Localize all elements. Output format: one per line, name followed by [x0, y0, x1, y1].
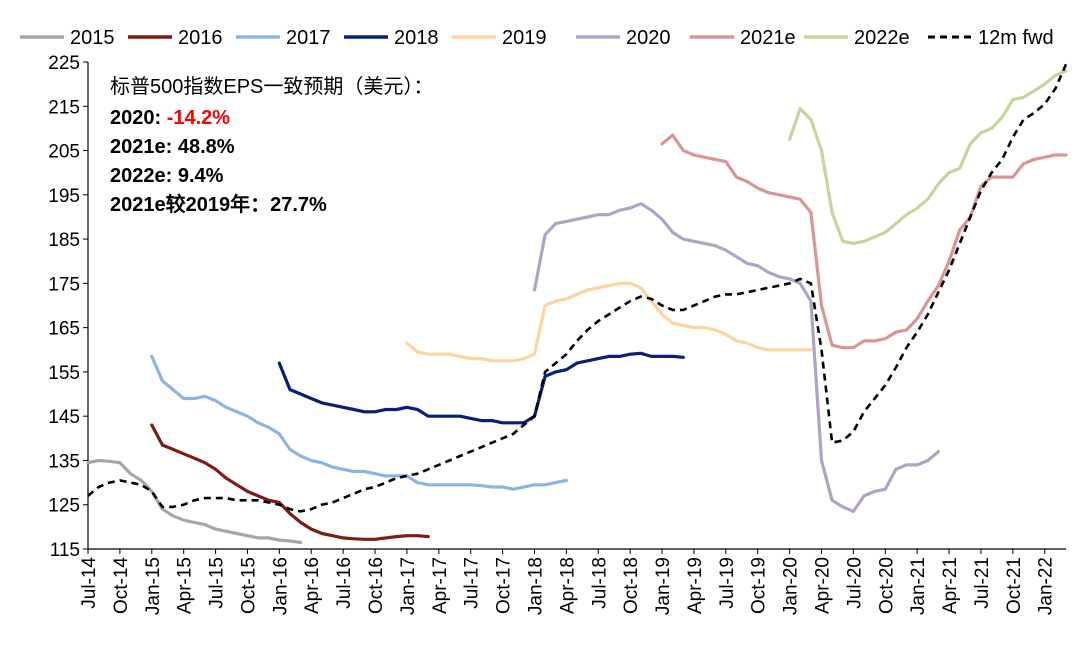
y-tick-label: 115 — [50, 540, 80, 561]
x-tick-label: Jul-20 — [844, 557, 865, 609]
x-axis-ticks: Jul-14 Oct-14 Jan-15 Apr-15 Jul-15 Oct-15 Jan-… — [79, 549, 1057, 615]
x-tick-label: Jan-19 — [653, 557, 674, 615]
series-line-2018 — [277, 351, 685, 425]
annotation-line-2020: 2020: -14.2% — [110, 107, 230, 129]
x-tick-label: Apr-15 — [175, 557, 196, 614]
x-tick-label: Apr-19 — [685, 557, 706, 614]
x-tick-label: Jul-16 — [334, 557, 355, 609]
y-tick-label: 125 — [48, 496, 80, 517]
x-tick-label: Jan-20 — [781, 557, 802, 615]
x-tick-label: Jan-21 — [908, 557, 929, 615]
series-line-2021e — [660, 133, 1068, 350]
series-line-2022e — [788, 69, 1068, 246]
x-tick-label: Jan-17 — [398, 557, 419, 615]
series-line-2015 — [86, 458, 303, 544]
y-tick-label: 205 — [48, 142, 80, 163]
x-tick-label: Oct-16 — [366, 557, 387, 614]
x-tick-label: Oct-19 — [749, 557, 770, 614]
legend-label: 2022e — [854, 27, 910, 49]
legend: 2015 2016 2017 2018 2019 2020 2021e 2022e 12m fw… — [20, 27, 1054, 49]
x-tick-label: Oct-15 — [238, 557, 259, 614]
y-tick-label: 195 — [48, 186, 80, 207]
x-tick-label: Jul-15 — [207, 557, 228, 609]
legend-label: 2017 — [286, 27, 331, 49]
annotation-line-2021e: 2021e: 48.8% — [110, 136, 235, 158]
y-tick-label: 175 — [48, 274, 80, 295]
x-tick-label: Jan-16 — [270, 557, 291, 615]
series-lines — [86, 63, 1068, 544]
series-line-2020 — [532, 202, 940, 513]
x-tick-label: Jul-21 — [972, 557, 993, 609]
y-tick-label: 165 — [48, 319, 80, 340]
x-tick-label: Oct-20 — [876, 557, 897, 614]
y-tick-label: 225 — [48, 53, 80, 74]
x-tick-label: Jul-17 — [462, 557, 483, 609]
series-line-2019 — [405, 281, 813, 363]
x-tick-label: Oct-17 — [494, 557, 515, 614]
x-tick-label: Jul-19 — [717, 557, 738, 609]
legend-label: 2018 — [394, 27, 439, 49]
legend-label: 2016 — [178, 27, 223, 49]
x-tick-label: Oct-18 — [621, 557, 642, 614]
y-tick-label: 215 — [48, 97, 80, 118]
x-tick-label: Apr-18 — [557, 557, 578, 614]
y-axis-ticks: 115 125 135 145 155 165 175 185 195 205 215 225 — [48, 53, 88, 561]
y-tick-label: 185 — [48, 230, 80, 251]
legend-label: 2021e — [740, 27, 796, 49]
legend-label: 2020 — [626, 27, 671, 49]
y-tick-label: 155 — [48, 363, 80, 384]
annotation-line-2021e-vs-2019: 2021e较2019年：27.7% — [110, 192, 327, 216]
x-tick-label: Jan-18 — [525, 557, 546, 615]
x-tick-label: Apr-20 — [813, 557, 834, 614]
series-line-2016 — [150, 423, 430, 541]
legend-label: 2015 — [70, 27, 115, 49]
x-tick-label: Apr-16 — [302, 557, 323, 614]
annotation-line-2022e: 2022e: 9.4% — [110, 165, 224, 187]
series-line-12m-fwd — [87, 63, 1068, 513]
x-tick-label: Apr-21 — [940, 557, 961, 614]
annotation-title: 标普500指数EPS一致预期（美元）： — [110, 75, 433, 98]
axes — [87, 62, 1066, 550]
x-tick-label: Jan-15 — [143, 557, 164, 615]
x-tick-label: Oct-14 — [111, 557, 132, 614]
y-tick-label: 145 — [48, 407, 80, 428]
y-tick-label: 135 — [48, 451, 80, 472]
x-tick-label: Jul-18 — [589, 557, 610, 609]
annotation-box: 标普500指数EPS一致预期（美元）： 2020: -14.2% 2021e: … — [110, 75, 433, 216]
legend-label: 2019 — [502, 27, 547, 49]
x-tick-label: Jan-22 — [1036, 557, 1057, 615]
legend-label: 12m fwd — [978, 27, 1054, 49]
x-tick-label: Apr-17 — [430, 557, 451, 614]
series-line-2017 — [150, 354, 568, 491]
x-tick-label: Oct-21 — [1004, 557, 1025, 614]
x-tick-label: Jul-14 — [79, 557, 100, 609]
